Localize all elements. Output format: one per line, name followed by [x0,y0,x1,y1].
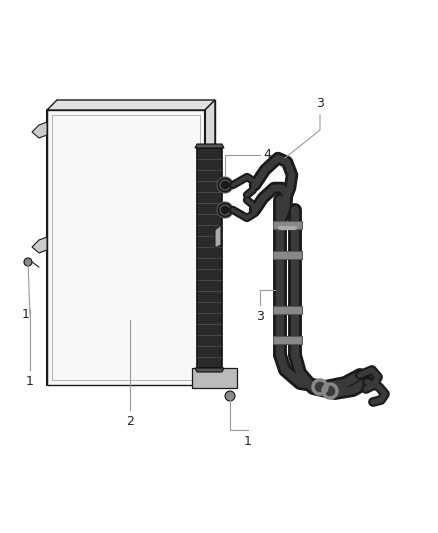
Text: 1: 1 [26,375,34,388]
Text: 4: 4 [263,149,271,161]
Polygon shape [32,122,47,138]
Circle shape [217,202,233,218]
Bar [273,336,302,344]
Circle shape [24,258,32,266]
Text: 1: 1 [244,435,252,448]
Text: 1: 1 [22,309,30,321]
Polygon shape [47,100,215,110]
Polygon shape [205,100,215,385]
Polygon shape [197,148,222,368]
Polygon shape [195,368,224,372]
Circle shape [217,177,233,193]
Bar [273,221,302,229]
Text: 2: 2 [126,415,134,428]
Polygon shape [215,225,221,248]
Polygon shape [47,110,205,385]
Text: 3: 3 [256,310,264,323]
Polygon shape [195,144,224,148]
Polygon shape [192,368,237,388]
Text: 3: 3 [316,97,324,110]
Bar [273,306,302,314]
Bar [273,251,302,259]
Polygon shape [32,237,47,253]
Circle shape [225,391,235,401]
